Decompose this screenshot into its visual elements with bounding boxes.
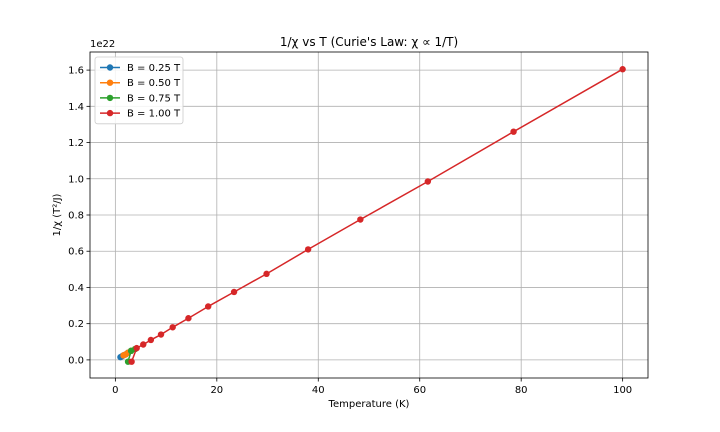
series-layer (117, 66, 626, 365)
y-tick-label: 0.4 (68, 283, 84, 294)
data-point (510, 128, 517, 135)
legend-item: B = 1.00 T (100, 109, 181, 120)
data-point (169, 324, 176, 331)
legend-box (94, 56, 184, 125)
y-tick-label: 0.8 (68, 211, 84, 222)
y-tick-label: 0.0 (68, 355, 84, 366)
data-point (185, 315, 192, 322)
y-tick-label: 0.2 (68, 319, 84, 330)
x-axis-label: Temperature (K) (328, 399, 410, 410)
chart-title: 1/χ vs T (Curie's Law: χ ∝ 1/T) (280, 35, 458, 49)
x-tick-label: 0 (112, 385, 118, 396)
legend-marker (106, 79, 114, 86)
data-point (157, 331, 165, 338)
legend-marker (106, 94, 114, 102)
y-tick-label: 1.4 (68, 102, 84, 113)
data-point (133, 344, 140, 352)
legend-label: B = 0.25 T (127, 63, 181, 74)
y-tick-label: 1.2 (68, 138, 84, 149)
y-tick-label: 1.0 (68, 174, 84, 185)
data-point (619, 66, 626, 73)
legend-label: B = 0.50 T (127, 78, 181, 89)
legend-marker (106, 109, 114, 117)
data-point (140, 341, 147, 348)
data-point (128, 358, 135, 365)
legend-marker (106, 64, 114, 71)
data-point (230, 288, 238, 296)
y-offset-text: 1e22 (90, 39, 115, 50)
series-4 (128, 66, 626, 365)
y-tick-label: 1.6 (68, 66, 84, 77)
legend-label: B = 0.75 T (127, 93, 181, 104)
data-point (147, 336, 155, 344)
data-point (304, 246, 312, 253)
x-tick-label: 100 (613, 385, 632, 396)
ticks: 0 20 40 60 80 100 0.0 0.2 0.4 0.6 0.8 1.0 1.2 1.4 1.6 (68, 66, 632, 396)
legend-label: B = 1.00 T (127, 109, 181, 120)
data-point (263, 270, 270, 278)
data-point (357, 216, 364, 223)
y-axis-label: 1/χ (T²/J) (52, 193, 63, 236)
legend-item: B = 0.25 T (100, 63, 181, 74)
data-point (204, 303, 212, 310)
x-tick-label: 40 (312, 385, 325, 396)
x-tick-label: 20 (210, 385, 223, 396)
data-point (424, 178, 432, 185)
legend-item: B = 0.50 T (100, 78, 181, 89)
y-tick-label: 0.6 (68, 247, 84, 258)
legend: B = 0.25 T B = 0.50 T B = 0.75 T B = 1.00 T (94, 56, 184, 125)
legend-item: B = 0.75 T (100, 93, 181, 104)
x-tick-label: 80 (515, 385, 528, 396)
x-tick-label: 60 (413, 385, 426, 396)
